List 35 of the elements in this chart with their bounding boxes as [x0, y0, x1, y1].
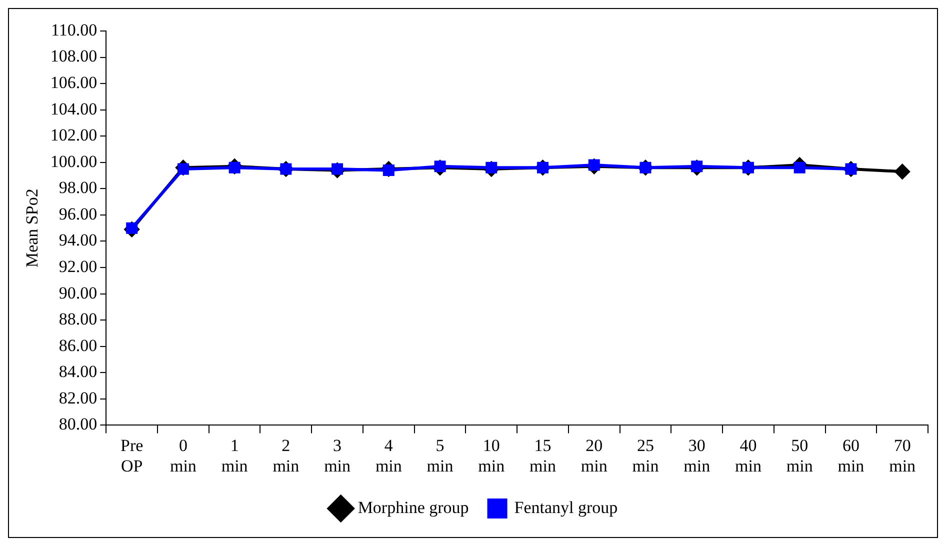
y-tick-label: 96.00 [58, 204, 98, 224]
x-tick-label: 3 min [324, 436, 352, 476]
legend-label: Fentanyl group [514, 498, 618, 517]
x-tick-label: 4 min [375, 436, 402, 476]
y-tick-label: 82.00 [58, 388, 98, 408]
y-tick-label: 94.00 [58, 230, 98, 250]
y-tick-label: 80.00 [58, 414, 98, 434]
y-tick-label: 102.00 [50, 126, 98, 145]
x-tick-label: 10 min [478, 436, 506, 476]
y-tick-label: 98.00 [58, 178, 98, 198]
x-tick-label: 25 min [632, 436, 660, 476]
y-tick-label: 90.00 [58, 283, 98, 302]
legend-label: Morphine group [358, 498, 469, 517]
y-tick-label: 100.00 [50, 152, 98, 171]
x-tick-label: 1 min [221, 436, 248, 476]
x-tick-label: 0 min [170, 436, 197, 476]
x-tick-label: 5 min [426, 436, 454, 476]
y-axis-title: Mean SPo2 [22, 188, 42, 268]
x-tick-label: 20 min [580, 436, 608, 476]
y-tick-label: 86.00 [58, 336, 98, 355]
x-tick-label: 40 min [734, 436, 762, 476]
y-tick-label: 110.00 [51, 20, 98, 40]
y-tick-label: 84.00 [58, 362, 98, 382]
x-tick-label: 30 min [684, 436, 711, 476]
y-tick-label: 104.00 [50, 99, 98, 118]
x-tick-label: 15 min [530, 436, 556, 476]
y-tick-label: 92.00 [58, 256, 98, 276]
x-tick-label: Pre OP [120, 436, 144, 476]
y-tick-label: 108.00 [50, 46, 98, 66]
x-tick-label: 2 min [272, 436, 300, 476]
x-tick-label: 70 min [889, 436, 916, 476]
y-tick-label: 106.00 [50, 73, 98, 92]
x-tick-label: 50 min [786, 436, 814, 476]
y-tick-label: 88.00 [58, 310, 98, 329]
x-tick-label: 60 min [838, 436, 865, 476]
